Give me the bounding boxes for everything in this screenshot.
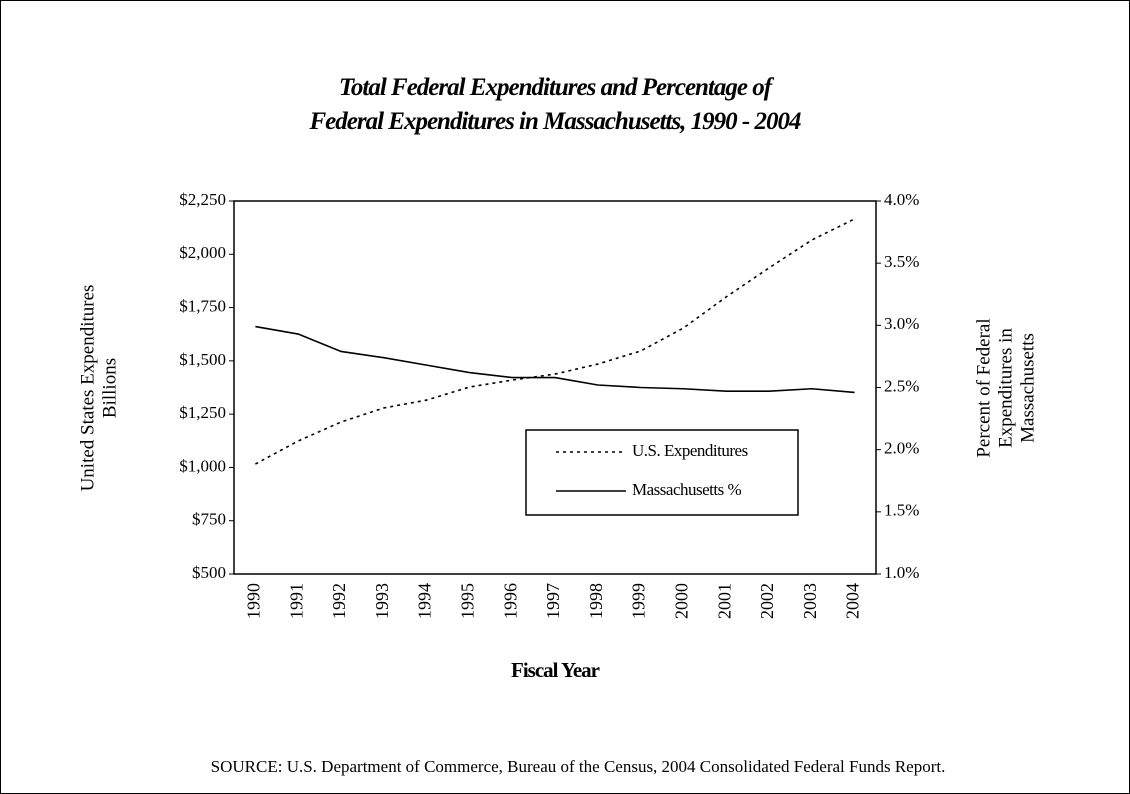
y-tick-label: $1,500 [179,350,226,369]
y2-tick-label: 1.0% [884,563,919,582]
series-line [255,218,855,465]
y2-label: Expenditures in [995,328,1016,448]
y2-label: Percent of Federal [973,318,994,457]
y2-tick-label: 2.0% [884,439,919,458]
x-tick-label: 1998 [586,583,606,619]
y-tick-label: $2,000 [179,243,226,262]
y2-tick-label: 2.5% [884,376,919,395]
y-label: United States Expenditures [77,285,98,492]
plot-area [233,200,877,575]
legend-box [525,429,799,516]
title: Total Federal Expenditures and Percentag… [339,74,775,101]
y2-tick-label: 3.0% [884,314,919,333]
x-tick-label: 1994 [415,583,435,619]
y2-tick-label: 3.5% [884,252,919,271]
x-tick-label: 1993 [372,583,392,619]
x-tick-label: 1996 [500,583,520,619]
x-tick-label: 2004 [843,583,863,619]
source-note: SOURCE: U.S. Department of Commerce, Bur… [211,757,946,776]
y2-label: Massachusetts [1017,333,1038,443]
legend-label: Massachusetts % [632,480,741,499]
x-tick-label: 2002 [757,583,777,619]
series-line [255,325,855,394]
y-tick-label: $2,250 [179,190,226,209]
x-tick-label: 1991 [286,583,306,619]
y2-tick-label: 4.0% [884,190,919,209]
legend-label: U.S. Expenditures [632,441,748,460]
x-tick-label: 1992 [329,583,349,619]
y-tick-label: $500 [192,563,226,582]
x-tick-label: 2001 [714,583,734,619]
title: Federal Expenditures in Massachusetts, 1… [308,108,801,135]
y-tick-label: $1,750 [179,296,226,315]
y-tick-label: $1,250 [179,403,226,422]
x-tick-label: 1999 [629,583,649,619]
x-tick-label: 2000 [672,583,692,619]
y-tick-label: $750 [192,510,226,529]
y-tick-label: $1,000 [179,456,226,475]
y-label: Billions [99,358,120,418]
x-tick-label: 1997 [543,583,563,619]
x-axis-title: Fiscal Year [511,658,600,682]
x-tick-label: 1995 [458,583,478,619]
y2-tick-label: 1.5% [884,501,919,520]
x-tick-label: 1990 [244,583,264,619]
x-tick-label: 2003 [800,583,820,619]
